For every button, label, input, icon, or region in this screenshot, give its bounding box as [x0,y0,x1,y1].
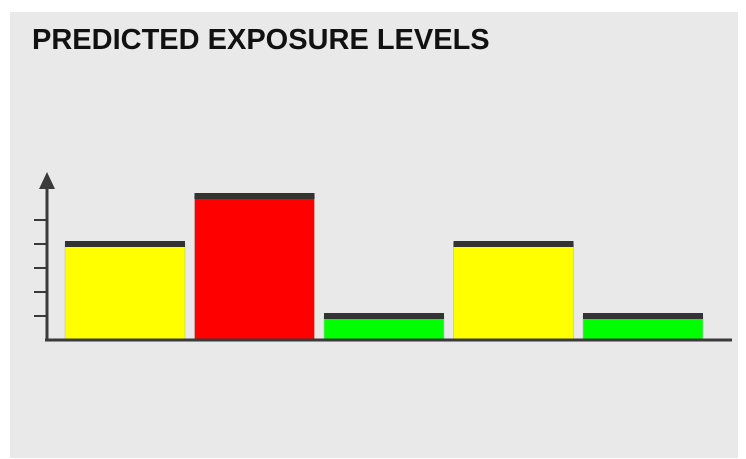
chart-panel [10,12,738,458]
bar-2-cap [194,193,315,199]
y-ticks-group [34,219,47,317]
bar-1 [64,243,186,341]
bar-4 [453,243,574,341]
bar-5 [582,315,704,341]
y-axis-arrow-icon [39,172,55,189]
bar-3 [323,315,445,341]
bar-2 [194,195,315,341]
bar-1-cap [65,241,185,247]
bar-3-cap [324,313,444,319]
bar-5-cap [583,313,703,319]
bars-group [64,193,704,341]
bar-4-cap [453,241,574,247]
chart-title: PREDICTED EXPOSURE LEVELS [32,24,490,56]
